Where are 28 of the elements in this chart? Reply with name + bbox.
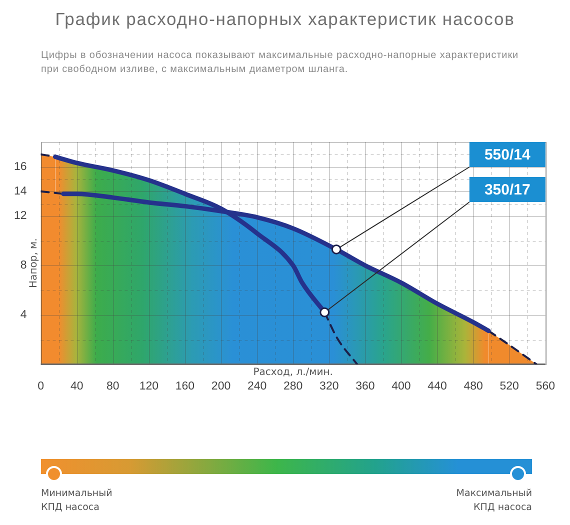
x-tick-label: 560 (536, 380, 555, 392)
x-tick-label: 0 (38, 380, 44, 392)
x-tick-label: 360 (356, 380, 375, 392)
annotation: 350/17 (484, 182, 530, 199)
x-tick-label: 400 (392, 380, 411, 392)
x-tick-label: 240 (247, 380, 267, 392)
x-tick-label: 80 (106, 380, 120, 392)
x-tick-label: 520 (500, 380, 519, 392)
x-tick-label: 160 (175, 380, 195, 392)
x-tick-label: 120 (139, 380, 159, 392)
annotation: 550/14 (484, 146, 531, 164)
text: Максимальный КПД насоса (455, 487, 532, 515)
y-tick-label: 14 (14, 186, 28, 198)
y-tick-label: 16 (14, 160, 27, 173)
x-tick-label: 320 (320, 380, 339, 392)
y-tick-label: 4 (20, 308, 28, 321)
x-tick-label: 480 (464, 380, 483, 392)
chart-subtitle: Цифры в обозначении насоса показывают максимальные расходно-напорные характеристики при свободном изливе, с максимальным диаметром шланга. (41, 49, 520, 77)
x-tick-label: 200 (211, 380, 231, 392)
x-tick-label: 440 (428, 380, 447, 392)
x-tick-label: 280 (284, 380, 303, 392)
x-axis-title: Расход, л./мин. (253, 366, 333, 378)
y-tick-label: 12 (14, 210, 27, 222)
x-tick-label: 40 (70, 380, 84, 392)
text: Минимальный КПД насоса (41, 487, 114, 515)
chart-title: График расходно-напорных характеристик насосов (54, 9, 516, 30)
y-axis-title: Напор, м. (28, 238, 40, 288)
y-tick-label: 8 (20, 260, 27, 272)
